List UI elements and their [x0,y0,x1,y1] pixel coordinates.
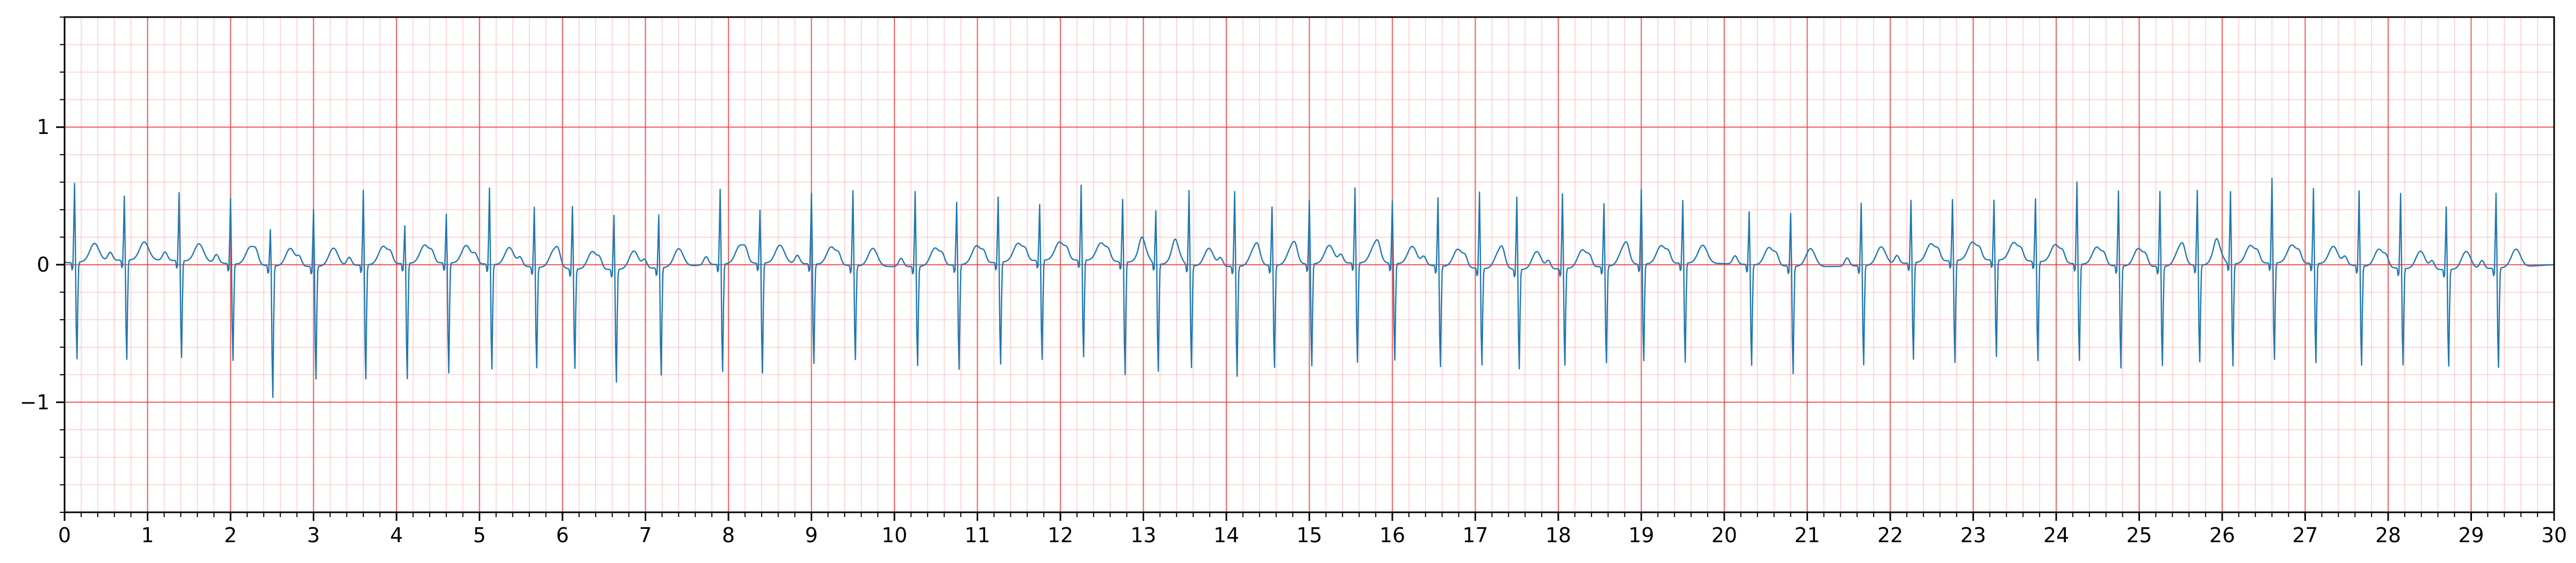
axis-ticks [56,17,2555,521]
x-tick-label: 30 [2541,524,2567,547]
x-tick-label: 6 [556,524,569,547]
x-tick-label: 14 [1214,524,1239,547]
x-tick-label: 29 [2458,524,2484,547]
x-tick-label: 0 [58,524,71,547]
y-tick-labels: −1 0 1 [20,115,50,414]
x-tick-label: 8 [722,524,735,547]
y-tick-label: −1 [20,391,50,414]
x-tick-label: 15 [1296,524,1322,547]
x-tick-label: 17 [1462,524,1488,547]
grid-major-lines [64,17,2555,512]
y-tick-label: 1 [37,115,50,139]
x-tick-label: 7 [639,524,652,547]
x-tick-label: 13 [1130,524,1156,547]
x-tick-label: 10 [882,524,907,547]
x-tick-label: 23 [1960,524,1986,547]
x-tick-label: 26 [2209,524,2235,547]
x-tick-label: 19 [1628,524,1654,547]
x-tick-labels: 0 1 2 3 4 5 6 7 8 9 10 11 12 13 14 15 16 17 18 19 20 21 22 23 24… [58,524,2567,547]
x-tick-label: 11 [964,524,990,547]
x-tick-label: 27 [2292,524,2318,547]
x-tick-label: 4 [390,524,403,547]
x-tick-label: 22 [1877,524,1903,547]
x-tick-label: 2 [224,524,237,547]
x-tick-label: 28 [2375,524,2401,547]
y-tick-label: 0 [37,253,50,276]
x-tick-label: 20 [1711,524,1737,547]
x-tick-label: 16 [1380,524,1405,547]
x-tick-label: 12 [1048,524,1073,547]
x-tick-label: 24 [2043,524,2069,547]
x-tick-label: 21 [1794,524,1820,547]
x-tick-label: 3 [307,524,320,547]
x-tick-label: 9 [805,524,818,547]
ecg-trace-series [64,178,2555,398]
x-tick-label: 1 [141,524,154,547]
x-tick-label: 18 [1545,524,1571,547]
x-tick-label: 5 [473,524,486,547]
x-tick-label: 25 [2126,524,2152,547]
